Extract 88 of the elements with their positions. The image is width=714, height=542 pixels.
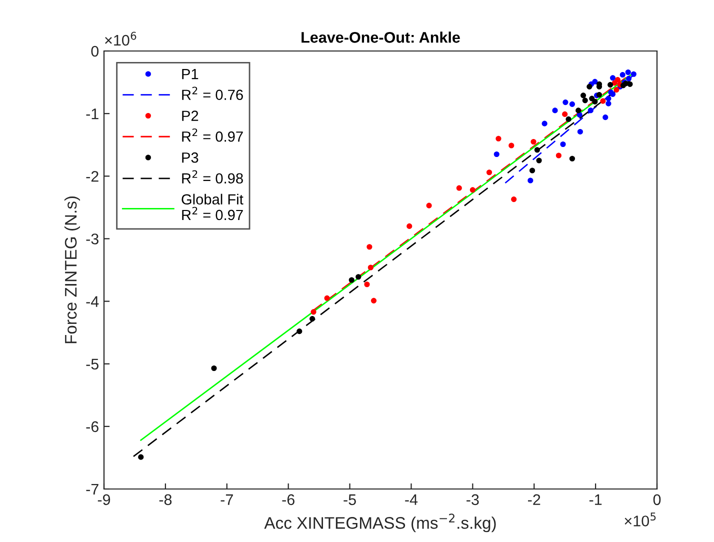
point [529,168,536,174]
point [508,142,514,148]
chart-title: Leave-One-Out: Ankle [302,32,460,43]
point [310,316,316,322]
point [620,72,626,78]
y-axis-title: Force ZINTEG (N.s) [64,196,80,344]
point [296,328,302,334]
point [576,108,582,114]
x-axis-title: Acc XINTEGMASS (ms$^{−2}$.s.kg) [264,514,496,532]
point [627,81,633,87]
point [368,264,374,270]
x-tick-label: -3 [466,494,479,506]
legend-label: Global Fit R$^{2}$ = 0.97 [182,194,244,220]
point [592,78,598,84]
x-tick-label: 0 [653,494,661,506]
point [310,309,316,315]
point [586,84,592,90]
point [496,136,502,142]
x-tick-label: -5 [344,494,356,506]
point [536,158,542,164]
point [528,178,534,184]
point [569,156,575,162]
point [614,77,620,83]
point [511,196,517,202]
point [580,92,586,98]
point [486,170,492,176]
x-tick-label: -6 [282,494,294,506]
y-tick-label: -5 [86,358,98,370]
point [577,128,583,134]
y-tick-label: -4 [86,296,99,307]
point [552,108,558,114]
point [364,282,370,288]
point [426,202,432,208]
point [614,87,620,93]
point [406,223,412,229]
y-tick-label: 0 [91,46,99,57]
point [592,98,598,104]
point [456,185,462,191]
point [610,75,616,81]
point [324,295,330,301]
point [494,151,500,158]
point [608,82,614,88]
y-tick-label: -1 [86,108,98,120]
point [600,98,606,104]
point [211,365,217,372]
point [626,76,632,82]
point [562,100,568,106]
legend-label: P3 [182,152,198,163]
text: ×10$^{5}$ [624,512,656,526]
y-tick-label: -2 [86,171,98,182]
legend-label: R$^{2}$ = 0.97 [182,128,243,142]
point [562,111,568,117]
text: ×10$^{6}$ [105,32,136,46]
point [569,101,575,107]
point [602,114,608,120]
point [560,141,566,148]
point [366,244,372,250]
y-tick-label: -7 [86,484,98,495]
point [370,298,377,304]
legend-label: R$^{2}$ = 0.76 [182,86,243,100]
y-tick-label: -6 [86,421,98,432]
point [534,147,540,153]
point [470,187,476,193]
x-tick-label: -1 [589,494,602,505]
point [542,120,548,126]
point [556,152,562,158]
point [630,71,636,77]
x-tick-label: -7 [220,494,233,505]
point [596,92,602,98]
point [606,96,612,102]
legend-label: R$^{2}$ = 0.98 [182,170,243,184]
legend-label: P1 [182,69,198,80]
x-tick-label: -8 [159,494,172,506]
x-tick-label: -2 [528,494,540,505]
legend-label: P2 [182,110,198,121]
x-tick-label: -9 [98,494,110,506]
point [588,108,594,114]
point [530,138,536,145]
point [625,69,631,76]
point [356,274,362,280]
point [620,82,626,88]
y-tick-label: -3 [86,234,98,244]
point [606,100,612,106]
x-tick-label: -4 [405,494,418,505]
point [582,98,588,104]
point [566,116,572,122]
point [138,454,144,460]
point [348,277,354,283]
